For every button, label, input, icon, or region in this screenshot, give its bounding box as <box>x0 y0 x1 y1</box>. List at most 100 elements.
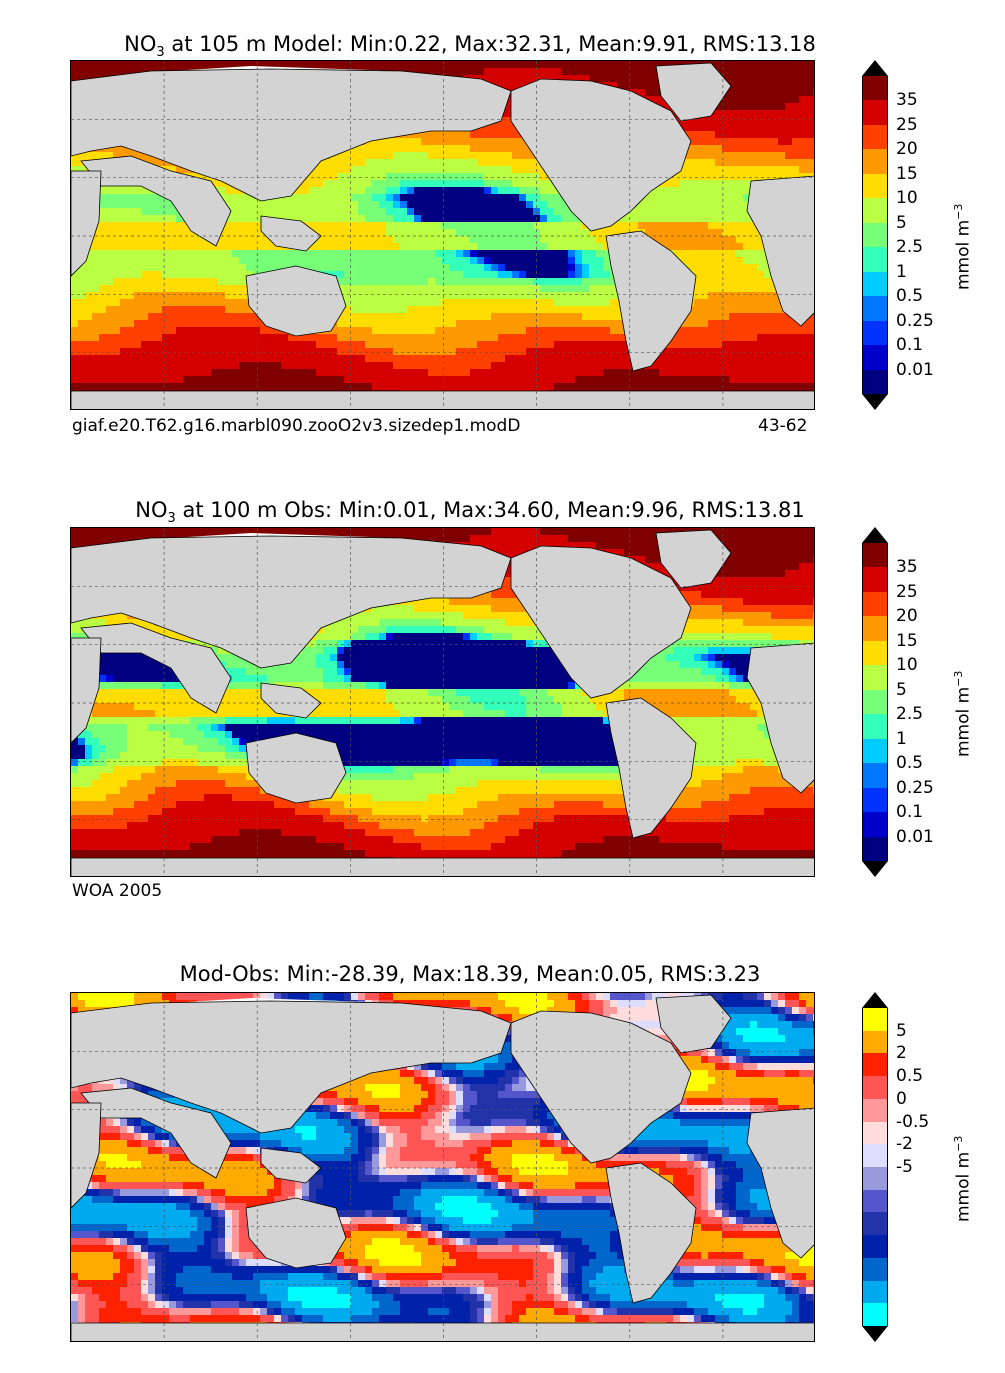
colorbar-under-arrow <box>862 394 888 410</box>
map-field <box>71 993 814 1341</box>
colorbar-tick-label: 0.5 <box>896 1066 924 1087</box>
model-case-name: giaf.e20.T62.g16.marbl090.zooO2v3.sizede… <box>72 416 521 436</box>
colorbar-segment <box>862 689 888 715</box>
colorbar-segment <box>862 1053 888 1077</box>
colorbar-tick-label: 0.25 <box>896 310 934 331</box>
colorbar-tick-label: 0.25 <box>896 777 934 798</box>
model-years: 43-62 <box>758 416 808 436</box>
model-title: NO3 at 105 m Model: Min:0.22, Max:32.31,… <box>124 32 816 61</box>
colorbar-segment <box>862 1076 888 1100</box>
colorbar-segment <box>862 1189 888 1213</box>
colorbar-segment <box>862 1257 888 1282</box>
colorbar-segment <box>862 812 888 838</box>
colorbar-segment <box>862 100 888 126</box>
colorbar-strip <box>862 527 888 877</box>
colorbar-segment <box>862 1235 888 1259</box>
colorbar-over-arrow <box>862 60 888 76</box>
colorbar-segment <box>862 543 888 568</box>
colorbar-tick-label: 0.01 <box>896 826 934 847</box>
land-mask <box>71 994 814 1341</box>
colorbar-segment <box>862 738 888 764</box>
colorbar-segment <box>862 247 888 273</box>
colorbar-segment <box>862 714 888 740</box>
colorbar-under-arrow <box>862 1326 888 1342</box>
colorbar-tick-label: 1 <box>896 261 907 282</box>
colorbar-segment <box>862 665 888 691</box>
colorbar-over-arrow <box>862 527 888 543</box>
graticule <box>71 528 814 876</box>
colorbar-segment <box>862 1030 888 1054</box>
colorbar-segment <box>862 1144 888 1168</box>
colorbar-unit-label: mmol m−3 <box>952 1135 974 1222</box>
colorbar-tick-label: 25 <box>896 114 918 135</box>
colorbar-segment <box>862 763 888 789</box>
colorbar-tick-label: 2.5 <box>896 704 924 725</box>
colorbar-tick-label: 10 <box>896 188 918 209</box>
colorbar-tick-label: 5 <box>896 212 907 233</box>
colorbar-tick-label: 0.5 <box>896 753 924 774</box>
colorbar-segment <box>862 271 888 297</box>
colorbar-tick-label: 0.1 <box>896 335 924 356</box>
colorbar-segment <box>862 320 888 346</box>
colorbar-under-arrow <box>862 861 888 877</box>
colorbar-tick-label: 0.01 <box>896 359 934 380</box>
map-field <box>71 61 814 409</box>
colorbar-tick-label: -2 <box>896 1134 913 1155</box>
colorbar-segment <box>862 836 888 862</box>
colorbar-unit-label: mmol m−3 <box>952 670 974 757</box>
colorbar-segment <box>862 1280 888 1304</box>
colorbar-over-arrow <box>862 992 888 1008</box>
colorbar-strip <box>862 60 888 410</box>
colorbar-segment <box>862 1303 888 1327</box>
colorbar-unit-label: mmol m−3 <box>952 203 974 290</box>
colorbar-segment <box>862 296 888 322</box>
diff-map <box>70 992 815 1342</box>
diff-title: Mod-Obs: Min:-28.39, Max:18.39, Mean:0.0… <box>179 962 761 986</box>
colorbar-segment <box>862 787 888 813</box>
colorbar-tick-label: 15 <box>896 163 918 184</box>
colorbar-tick-label: -5 <box>896 1157 913 1177</box>
colorbar-tick-label: 0 <box>896 1088 907 1109</box>
colorbar-segment <box>862 173 888 199</box>
colorbar-tick-label: 35 <box>896 557 918 578</box>
obs-map <box>70 527 815 877</box>
colorbar-tick-label: 0.5 <box>896 286 924 307</box>
colorbar-tick-label: 10 <box>896 655 918 676</box>
colorbar-tick-label: 5 <box>896 679 907 700</box>
graticule <box>71 993 814 1341</box>
obs-source: WOA 2005 <box>72 881 163 901</box>
colorbar-segment <box>862 76 888 101</box>
map-field <box>71 528 814 876</box>
colorbar-segment <box>862 567 888 593</box>
colorbar-tick-label: 25 <box>896 581 918 602</box>
colorbar-segment <box>862 198 888 224</box>
colorbar-tick-label: 2.5 <box>896 237 924 258</box>
graticule <box>71 61 814 409</box>
colorbar-segment <box>862 222 888 248</box>
colorbar-segment <box>862 1121 888 1145</box>
colorbar-segment <box>862 369 888 395</box>
land-mask <box>71 529 814 876</box>
colorbar-tick-label: 1 <box>896 728 907 749</box>
land-mask <box>71 62 814 409</box>
colorbar-tick-label: 5 <box>896 1020 907 1041</box>
colorbar-tick-label: 35 <box>896 90 918 111</box>
colorbar-segment <box>862 1167 888 1191</box>
obs-title: NO3 at 100 m Obs: Min:0.01, Max:34.60, M… <box>135 498 805 527</box>
colorbar-segment <box>862 345 888 371</box>
colorbar-strip <box>862 992 888 1342</box>
colorbar-segment <box>862 1212 888 1236</box>
colorbar-tick-label: 2 <box>896 1043 907 1064</box>
colorbar-segment <box>862 640 888 666</box>
colorbar-tick-label: 0.1 <box>896 802 924 823</box>
colorbar-segment <box>862 616 888 642</box>
colorbar-segment <box>862 124 888 150</box>
colorbar-segment <box>862 591 888 617</box>
colorbar-tick-label: -0.5 <box>896 1111 930 1132</box>
colorbar-tick-label: 20 <box>896 139 918 160</box>
colorbar-segment <box>862 1008 888 1032</box>
colorbar-segment <box>862 1098 888 1123</box>
colorbar-tick-label: 20 <box>896 606 918 627</box>
colorbar-segment <box>862 149 888 175</box>
model-map <box>70 60 815 410</box>
